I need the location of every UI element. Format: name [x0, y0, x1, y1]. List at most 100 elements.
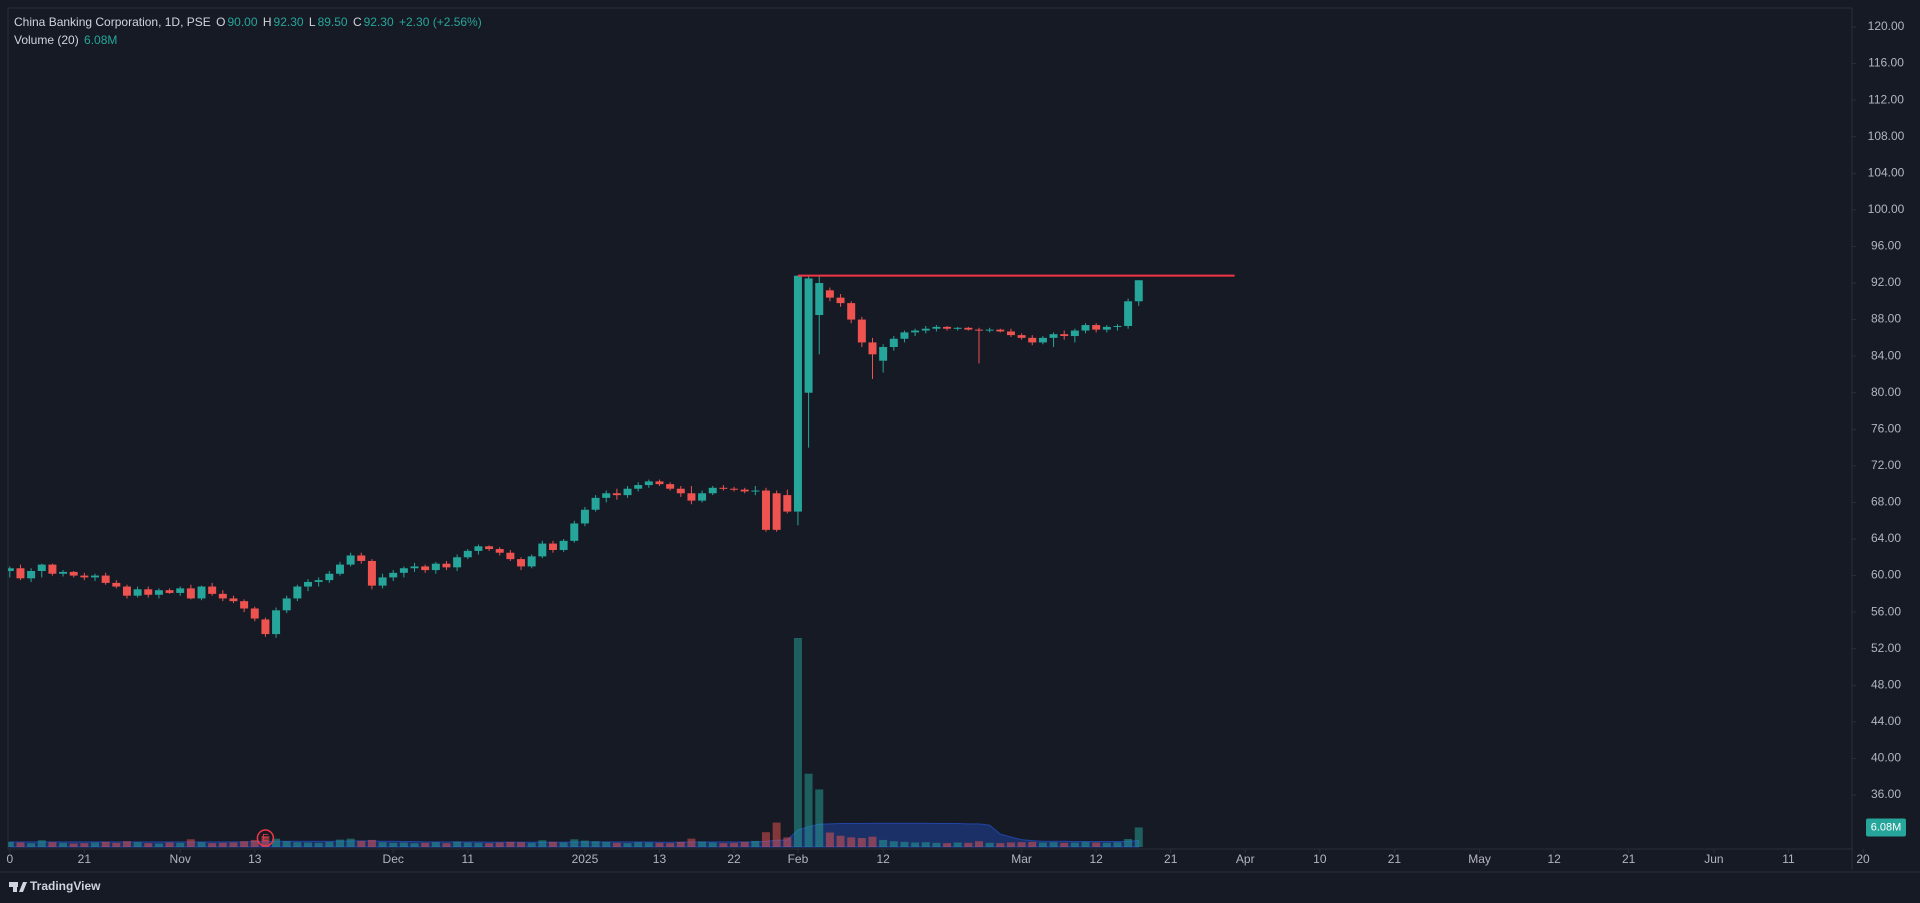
volume-bar [1124, 838, 1133, 847]
candle-body [8, 568, 14, 571]
candle-body [612, 493, 621, 496]
candle-body [655, 481, 664, 485]
volume-bar [953, 842, 962, 847]
volume-bar [1134, 827, 1143, 847]
volume-bar [740, 841, 749, 847]
volume-bar [495, 842, 504, 847]
candle-body [1081, 325, 1090, 331]
candle-body [676, 488, 685, 494]
candle-body [730, 488, 739, 490]
volume-bar [346, 838, 355, 847]
x-tick-label: 2025 [572, 852, 599, 866]
volume-bar [357, 840, 366, 847]
candle-body [176, 588, 185, 593]
volume-bar [367, 839, 376, 847]
candle-body [399, 568, 408, 573]
candle-body [453, 557, 462, 568]
y-tick-label: 60.00 [1871, 568, 1901, 582]
volume-bar [857, 837, 866, 847]
candle-body [229, 598, 238, 602]
volume-bar [602, 841, 611, 847]
volume-bar [751, 840, 760, 847]
volume-bar [485, 843, 494, 847]
volume-bar [1017, 842, 1026, 847]
candle-body [506, 552, 515, 560]
volume-bar [1049, 842, 1058, 847]
volume-bar [218, 842, 227, 847]
volume-bar [964, 842, 973, 847]
y-tick-label: 104.00 [1868, 165, 1905, 179]
candle-body [272, 610, 281, 635]
volume-bar [889, 841, 898, 847]
y-tick-label: 116.00 [1868, 56, 1904, 70]
candle-body [80, 575, 89, 578]
candle-body [879, 347, 888, 361]
candle-body [240, 601, 249, 609]
candle-body [421, 566, 430, 571]
volume-bar [240, 841, 249, 847]
x-tick-label: May [1468, 852, 1491, 866]
volume-bar [186, 839, 195, 847]
volume-bar [442, 843, 451, 847]
volume-bar [122, 841, 131, 847]
high-value: 92.30 [273, 15, 304, 29]
volume-bar [8, 841, 14, 847]
candle-body [218, 593, 227, 599]
volume-bar [911, 842, 920, 847]
candle-body [751, 490, 760, 492]
y-tick-label: 96.00 [1871, 239, 1901, 253]
x-tick-label: 13 [653, 852, 667, 866]
candle-body [208, 586, 217, 594]
candle-body [133, 589, 142, 596]
candle-body [964, 327, 973, 330]
x-tick-label: 13 [248, 852, 262, 866]
y-tick-label: 56.00 [1871, 604, 1901, 618]
y-tick-label: 76.00 [1871, 421, 1901, 435]
candle-body [538, 543, 547, 557]
event-label: E [262, 833, 269, 844]
volume-bar [1038, 842, 1047, 847]
volume-bar [474, 842, 483, 847]
volume-bar [570, 839, 579, 847]
volume-bar [538, 840, 547, 847]
candle-body [911, 330, 920, 333]
volume-bar [293, 842, 302, 847]
volume-bar [879, 839, 888, 847]
volume-bar [698, 841, 707, 847]
x-tick-label: Feb [788, 852, 809, 866]
candle-body [943, 326, 952, 329]
candle-body [463, 550, 472, 558]
x-tick-label: 12 [1089, 852, 1103, 866]
y-tick-label: 108.00 [1868, 129, 1905, 143]
x-tick-label: 12 [1547, 852, 1561, 866]
volume-bar [559, 842, 568, 847]
candle-body [293, 586, 302, 599]
volume-bar [1060, 842, 1069, 847]
plot-area [7, 7, 1853, 850]
volume-bar [101, 841, 110, 847]
volume-bar [591, 841, 600, 847]
candle-body [698, 493, 707, 501]
symbol-row: China Banking Corporation, 1D, PSE O 90.0… [14, 13, 484, 31]
event-marker [256, 829, 275, 847]
candle-body [186, 588, 195, 599]
x-tick-label: 21 [1622, 852, 1636, 866]
candle-body [1017, 335, 1026, 338]
candle-body [442, 563, 451, 568]
candle-body [1070, 330, 1079, 337]
y-tick-label: 48.00 [1871, 677, 1901, 691]
volume-bar [900, 841, 909, 847]
candle-body [921, 328, 930, 331]
y-tick-label: 40.00 [1871, 751, 1901, 765]
volume-bar [314, 842, 323, 847]
volume-bar [932, 842, 941, 847]
candle-body [250, 608, 259, 619]
volume-bar [666, 843, 675, 847]
x-tick-label: 20 [1856, 852, 1870, 866]
volume-bar [27, 843, 36, 847]
volume-bar [165, 842, 174, 847]
candle-body [346, 555, 355, 565]
candle-body [761, 490, 770, 530]
candle-body [623, 488, 632, 496]
candle-body [154, 590, 163, 595]
